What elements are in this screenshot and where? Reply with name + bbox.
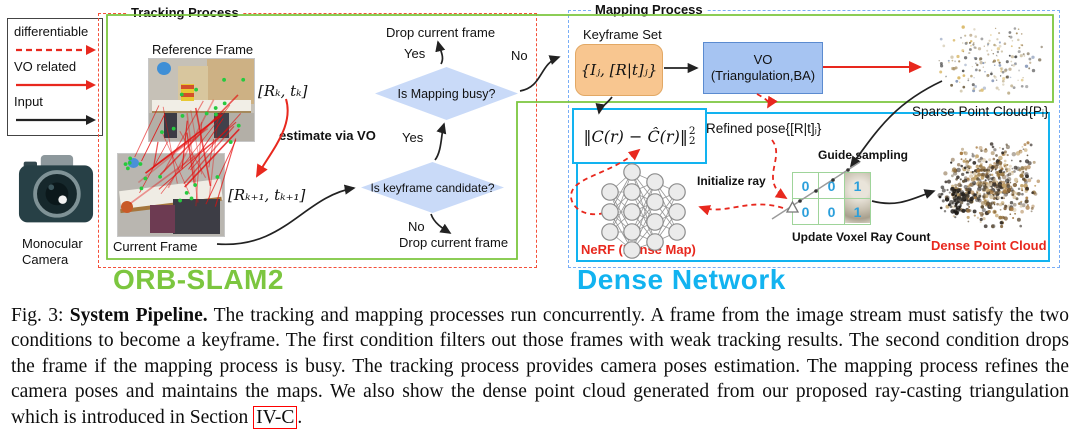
caption-fig-number: Fig. 3:: [11, 305, 70, 326]
legend-label-differentiable: differentiable: [14, 24, 89, 39]
monocular-camera-icon: [18, 154, 94, 223]
yes-label-2: Yes: [402, 130, 424, 145]
drop-current-frame-top: Drop current frame: [386, 25, 496, 40]
orb-slam2-banner: ORB-SLAM2: [113, 264, 284, 295]
caption-body: The tracking and mapping processes run c…: [11, 305, 1069, 428]
reference-frame-image: [148, 58, 255, 142]
sparse-point-cloud-label: Sparse Point Cloud{Pᵢ}: [912, 104, 1049, 119]
drop-current-frame-bottom: Drop current frame: [399, 235, 509, 250]
vo-triangulation-box: VO (Triangulation,BA): [703, 42, 823, 94]
voxel-cell: 0: [818, 198, 845, 225]
camera-caption: Monocular Camera: [22, 236, 83, 267]
pose-k-label: [Rₖ, tₖ]: [258, 82, 308, 100]
voxel-cell: 0: [792, 198, 819, 225]
nerf-dense-map-label: NeRF (Dense Map): [581, 242, 696, 257]
yes-label-1: Yes: [404, 46, 426, 61]
current-frame-label: Current Frame: [113, 239, 198, 254]
caption-title: System Pipeline.: [69, 305, 208, 326]
loss-formula: ‖C(r) − Ĉ(r)‖ 2 2: [583, 125, 696, 147]
voxel-ray-count-grid: 0 0 1 0 0 1: [792, 172, 871, 225]
initialize-ray-label: Initialize ray: [697, 174, 766, 188]
dense-point-cloud-label: Dense Point Cloud: [931, 238, 1047, 253]
guide-sampling-label: Guide sampling: [818, 148, 909, 162]
photometric-loss-box: ‖C(r) − Ĉ(r)‖ 2 2: [572, 108, 707, 164]
keyframe-set-label: Keyframe Set: [583, 27, 662, 42]
update-voxel-ray-count-label: Update Voxel Ray Count: [792, 230, 931, 244]
estimate-via-vo-label: estimate via VO: [279, 128, 376, 143]
no-label-2: No: [408, 219, 425, 234]
voxel-cell: 0: [792, 172, 819, 199]
keyframe-set-box: {Iⱼ, [R|t]ⱼ}: [575, 44, 663, 96]
mapping-process-title: Mapping Process: [591, 2, 707, 17]
voxel-cell: 1: [844, 198, 871, 225]
voxel-cell: 1: [844, 172, 871, 199]
section-reference-link[interactable]: IV-C: [253, 405, 298, 429]
voxel-cell: 0: [818, 172, 845, 199]
caption-suffix: .: [297, 406, 303, 428]
black-solid-arrow-icon: [16, 115, 96, 125]
reference-frame-label: Reference Frame: [152, 42, 254, 57]
no-label-1: No: [511, 48, 528, 63]
legend-label-input: Input: [14, 94, 43, 109]
legend-box: differentiable VO related Input: [7, 18, 103, 136]
pose-k1-label: [Rₖ₊₁, tₖ₊₁]: [228, 186, 306, 204]
dense-network-banner: Dense Network: [577, 264, 786, 295]
red-dashed-arrow-icon: [16, 45, 96, 55]
current-frame-image: [117, 153, 225, 237]
figure-caption: Fig. 3: System Pipeline. The tracking an…: [0, 303, 1080, 430]
legend-label-vo-related: VO related: [14, 59, 77, 74]
tracking-process-title: Tracking Process: [127, 5, 243, 20]
red-solid-arrow-icon: [16, 80, 96, 90]
